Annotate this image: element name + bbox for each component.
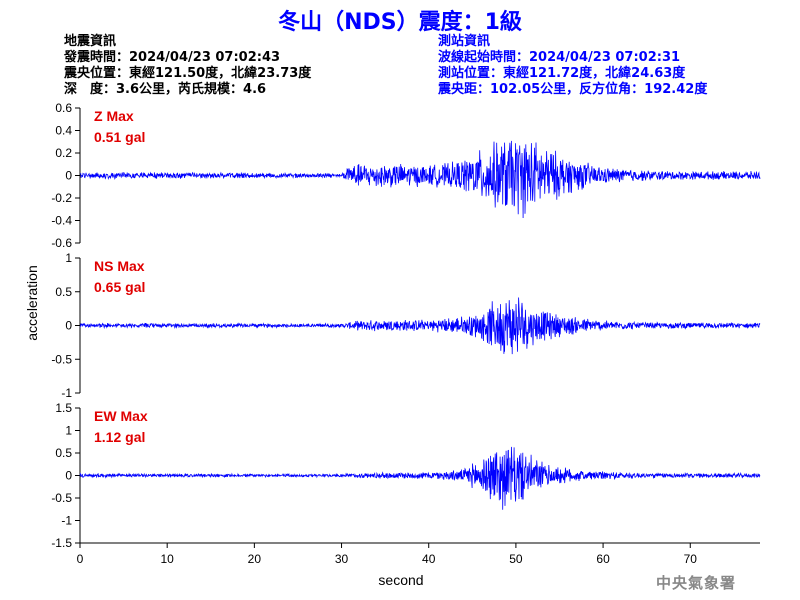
x-tick-label: 10 <box>160 552 174 566</box>
y-tick-label-ew: -0.5 <box>51 491 72 505</box>
max-label-z: Z Max <box>94 108 134 124</box>
station-info-heading: 測站資訊 <box>438 34 491 49</box>
station-location: 測站位置：東經121.72度，北緯24.63度 <box>438 66 686 81</box>
x-tick-label: 70 <box>684 552 698 566</box>
y-tick-label-ew: 1.5 <box>55 401 72 415</box>
y-tick-label-z: 0.6 <box>55 101 72 115</box>
y-tick-label-ew: 0 <box>65 469 72 483</box>
quake-epicenter: 震央位置：東經121.50度，北緯23.73度 <box>64 66 312 81</box>
station-wave-start: 波線起始時間：2024/04/23 07:02:31 <box>438 50 681 65</box>
quake-origin-time: 發震時間：2024/04/23 07:02:43 <box>64 50 281 65</box>
x-tick-label: 30 <box>335 552 349 566</box>
max-label-ew: EW Max <box>94 408 148 424</box>
x-axis-title: second <box>378 572 423 588</box>
y-tick-label-ew: -1 <box>61 514 72 528</box>
x-tick-label: 50 <box>509 552 523 566</box>
chart-title: 冬山（NDS）震度：1級 <box>278 10 522 35</box>
y-tick-label-z: 0 <box>65 169 72 183</box>
y-tick-label-ew: 1 <box>65 424 72 438</box>
y-axis-title: acceleration <box>24 265 40 341</box>
y-tick-label-z: 0.4 <box>55 124 72 138</box>
x-tick-label: 20 <box>248 552 262 566</box>
y-tick-label-ns: 0.5 <box>55 285 72 299</box>
y-tick-label-ew: -1.5 <box>51 536 72 550</box>
y-tick-label-z: -0.4 <box>51 214 72 228</box>
y-tick-label-z: -0.2 <box>51 191 72 205</box>
max-value-z: 0.51 gal <box>94 129 145 145</box>
y-tick-label-ns: 1 <box>65 251 72 265</box>
x-tick-label: 40 <box>422 552 436 566</box>
x-tick-label: 0 <box>77 552 84 566</box>
quake-info-block: 地震資訊 發震時間：2024/04/23 07:02:43 震央位置：東經121… <box>64 34 311 98</box>
max-label-ns: NS Max <box>94 258 145 274</box>
quake-info-heading: 地震資訊 <box>64 34 117 49</box>
max-value-ew: 1.12 gal <box>94 429 145 445</box>
y-tick-label-ns: -1 <box>61 386 72 400</box>
trace-z <box>79 140 761 219</box>
y-tick-label-ns: 0 <box>65 319 72 333</box>
quake-depth-magnitude: 深 度：3.6公里，芮氏規模：4.6 <box>64 82 267 97</box>
max-value-ns: 0.65 gal <box>94 279 145 295</box>
y-tick-label-z: -0.6 <box>51 236 72 250</box>
station-distance: 震央距：102.05公里，反方位角：192.42度 <box>438 82 708 97</box>
y-tick-label-ew: 0.5 <box>55 446 72 460</box>
y-tick-label-ns: -0.5 <box>51 352 72 366</box>
agency-watermark: 中央氣象署 <box>656 574 737 592</box>
x-tick-label: 60 <box>596 552 610 566</box>
trace-ew <box>79 446 761 510</box>
y-tick-label-z: 0.2 <box>55 146 72 160</box>
station-info-block: 測站資訊 波線起始時間：2024/04/23 07:02:31 測站位置：東經1… <box>438 34 707 98</box>
trace-ns <box>79 297 761 355</box>
